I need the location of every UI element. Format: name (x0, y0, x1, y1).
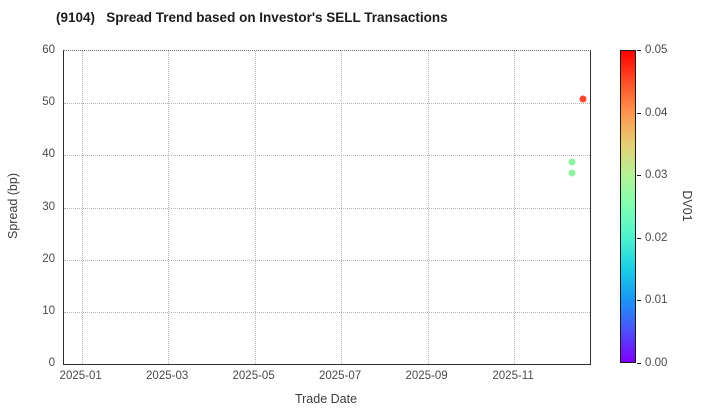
x-tick-label: 2025-09 (405, 370, 448, 382)
chart-title: (9104) Spread Trend based on Investor's … (56, 10, 448, 25)
colorbar-label: DV01 (680, 190, 694, 222)
scatter-point (568, 169, 576, 177)
colorbar-tick-label: 0.05 (645, 44, 668, 56)
y-tick-label: 40 (42, 148, 55, 161)
y-gridline (64, 207, 590, 209)
y-tick-label: 50 (42, 96, 55, 109)
colorbar-tick (637, 300, 641, 302)
y-tick-label: 0 (48, 357, 55, 369)
colorbar (620, 50, 636, 363)
plot-area (63, 50, 591, 365)
y-gridline (64, 311, 590, 313)
colorbar-tick-label: 0.01 (645, 294, 668, 307)
x-gridline (514, 51, 516, 364)
x-gridline (254, 51, 256, 364)
x-axis-label: Trade Date (294, 392, 358, 406)
x-gridline (341, 51, 343, 364)
x-gridline (168, 51, 170, 364)
x-tick-label: 2025-07 (319, 370, 362, 382)
x-tick-label: 2025-05 (232, 370, 275, 382)
x-tick-label: 2025-03 (146, 370, 189, 382)
colorbar-tick-label: 0.02 (645, 231, 668, 244)
y-tick-label: 30 (42, 200, 55, 213)
colorbar-tick (637, 363, 641, 364)
y-gridline (64, 103, 590, 105)
colorbar-tick (637, 112, 641, 114)
y-gridline (64, 155, 590, 157)
colorbar-tick-label: 0.04 (645, 106, 668, 119)
y-tick-label: 10 (42, 304, 55, 317)
colorbar-tick (637, 50, 641, 51)
y-tick-label: 60 (42, 44, 55, 56)
y-gridline (64, 259, 590, 261)
colorbar-tick (637, 175, 641, 177)
colorbar-tick-label: 0.03 (645, 169, 668, 182)
x-tick-label: 2025-01 (59, 370, 102, 382)
colorbar-tick (637, 237, 641, 239)
scatter-point (579, 95, 587, 103)
colorbar-tick-label: 0.00 (645, 357, 668, 369)
x-gridline (427, 51, 429, 364)
scatter-point (568, 158, 576, 166)
y-tick-label: 20 (42, 252, 55, 265)
x-gridline (81, 51, 83, 364)
x-tick-label: 2025-11 (492, 370, 534, 382)
